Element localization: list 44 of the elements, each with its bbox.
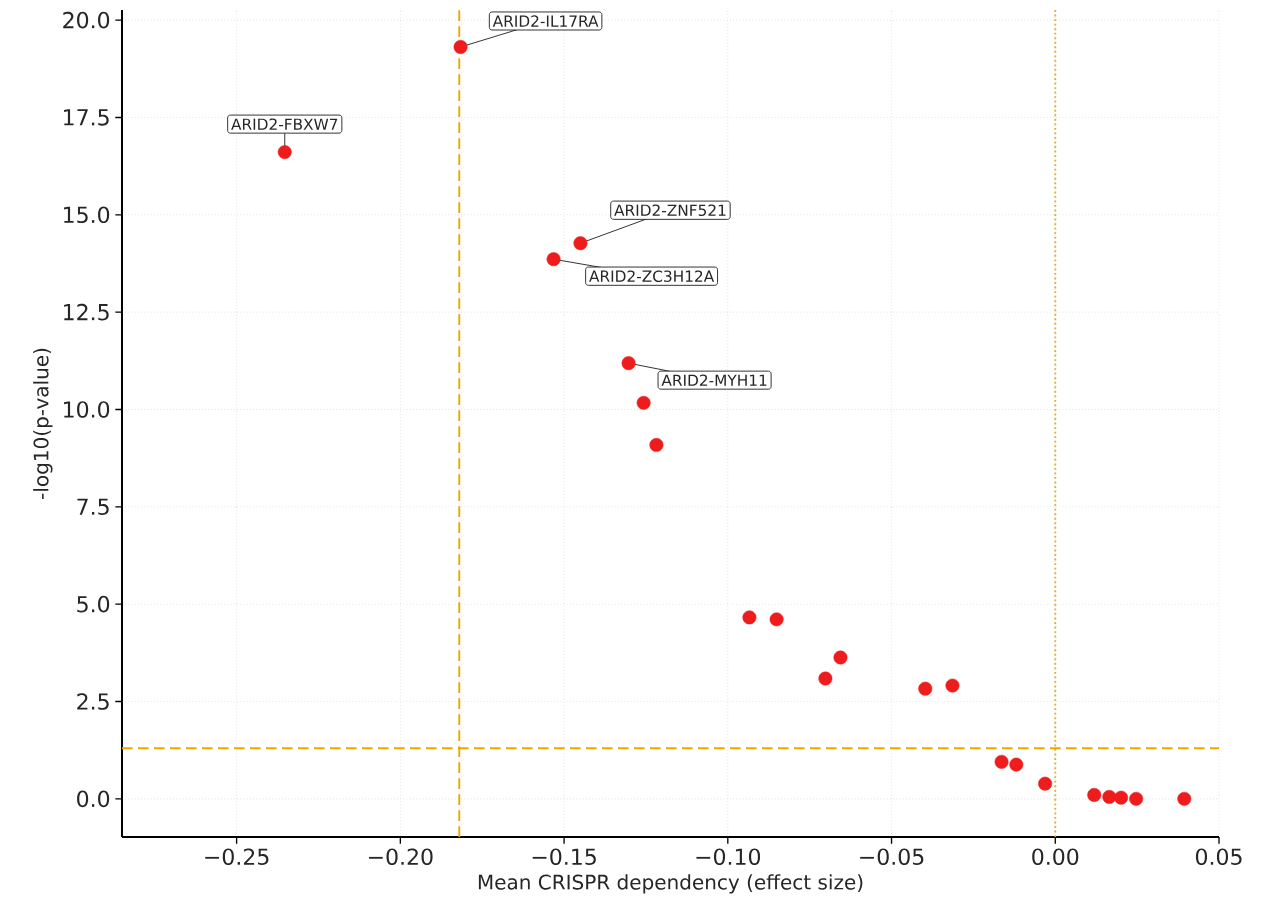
point [1087,788,1102,802]
point [918,681,933,696]
point [573,236,588,251]
y-tick-label: 10.0 [64,401,110,418]
x-tick-label: −0.15 [532,848,596,866]
point [769,612,784,627]
point [945,678,960,693]
point [1129,791,1144,806]
y-axis-title: -log10(p-value) [33,348,53,499]
y-tick-label: 0.0 [77,790,110,808]
annotation: ARID2-FBXW7 [231,118,338,130]
x-tick-label: 0.05 [1195,848,1242,866]
annotation: ARID2-MYH11 [661,374,767,386]
annotation: ARID2-ZNF521 [614,204,726,217]
x-tick-label: −0.05 [860,848,924,866]
point [453,40,468,54]
point [1114,790,1129,805]
point [277,145,292,160]
x-tick-label: −0.10 [696,848,761,866]
point [621,356,636,371]
y-tick-label: 2.5 [77,693,109,710]
y-tick-label: 7.5 [77,498,109,515]
y-tick-label: 5.0 [77,595,110,613]
annotation: ARID2-IL17RA [492,15,599,27]
x-tick-label: −0.25 [205,848,269,866]
annotation: ARID2-ZC3H12A [589,270,715,282]
point [1102,789,1117,804]
x-axis-title: Mean CRISPR dependency (effect size) [478,874,863,894]
point [1009,757,1024,772]
point [833,650,848,665]
point [649,437,664,452]
x-tick-label: −0.20 [368,848,433,866]
point [994,754,1009,769]
y-tick-label: 15.0 [64,206,110,224]
point [1177,791,1192,806]
x-tick-label: 0.00 [1032,848,1079,866]
point [742,610,757,625]
y-tick-label: 17.5 [64,109,109,126]
point [546,252,561,267]
y-tick-label: 12.5 [64,303,109,321]
point [1038,776,1053,791]
point [818,671,833,686]
point [636,395,651,410]
y-tick-label: 20.0 [63,11,110,29]
